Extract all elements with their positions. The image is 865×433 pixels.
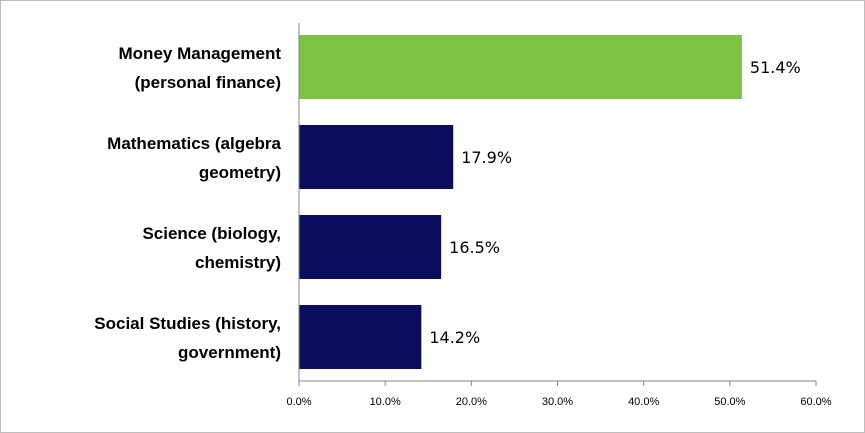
- x-tick-label: 0.0%: [286, 396, 311, 408]
- data-label: 14.2%: [429, 328, 480, 347]
- x-tick-label: 10.0%: [370, 396, 401, 408]
- data-label: 51.4%: [750, 58, 801, 77]
- data-label: 17.9%: [461, 148, 512, 167]
- value-labels: 51.4% 17.9% 16.5% 14.2%: [429, 58, 800, 347]
- category-label: Money Management: [119, 44, 282, 63]
- x-tick-label: 20.0%: [456, 396, 487, 408]
- category-labels: Money Management (personal finance) Mathem…: [94, 44, 281, 362]
- x-tick-label: 30.0%: [542, 396, 573, 408]
- category-label: (personal finance): [135, 73, 281, 92]
- data-label: 16.5%: [449, 238, 500, 257]
- bar: [299, 35, 742, 99]
- bar: [299, 305, 422, 369]
- x-axis: 0.0% 10.0% 20.0% 30.0% 40.0% 50.0% 60.0%: [286, 23, 832, 408]
- bar: [299, 215, 442, 279]
- category-label: Social Studies (history,: [94, 314, 281, 333]
- x-tick-label: 40.0%: [628, 396, 659, 408]
- category-label: chemistry): [195, 253, 281, 272]
- category-label: geometry): [199, 163, 281, 182]
- category-label: government): [178, 343, 281, 362]
- bar: [299, 125, 454, 189]
- category-label: Mathematics (algebra: [107, 134, 281, 153]
- x-tick-label: 60.0%: [800, 396, 831, 408]
- x-tick-label: 50.0%: [714, 396, 745, 408]
- category-label: Science (biology,: [142, 224, 281, 243]
- bars: [299, 35, 742, 369]
